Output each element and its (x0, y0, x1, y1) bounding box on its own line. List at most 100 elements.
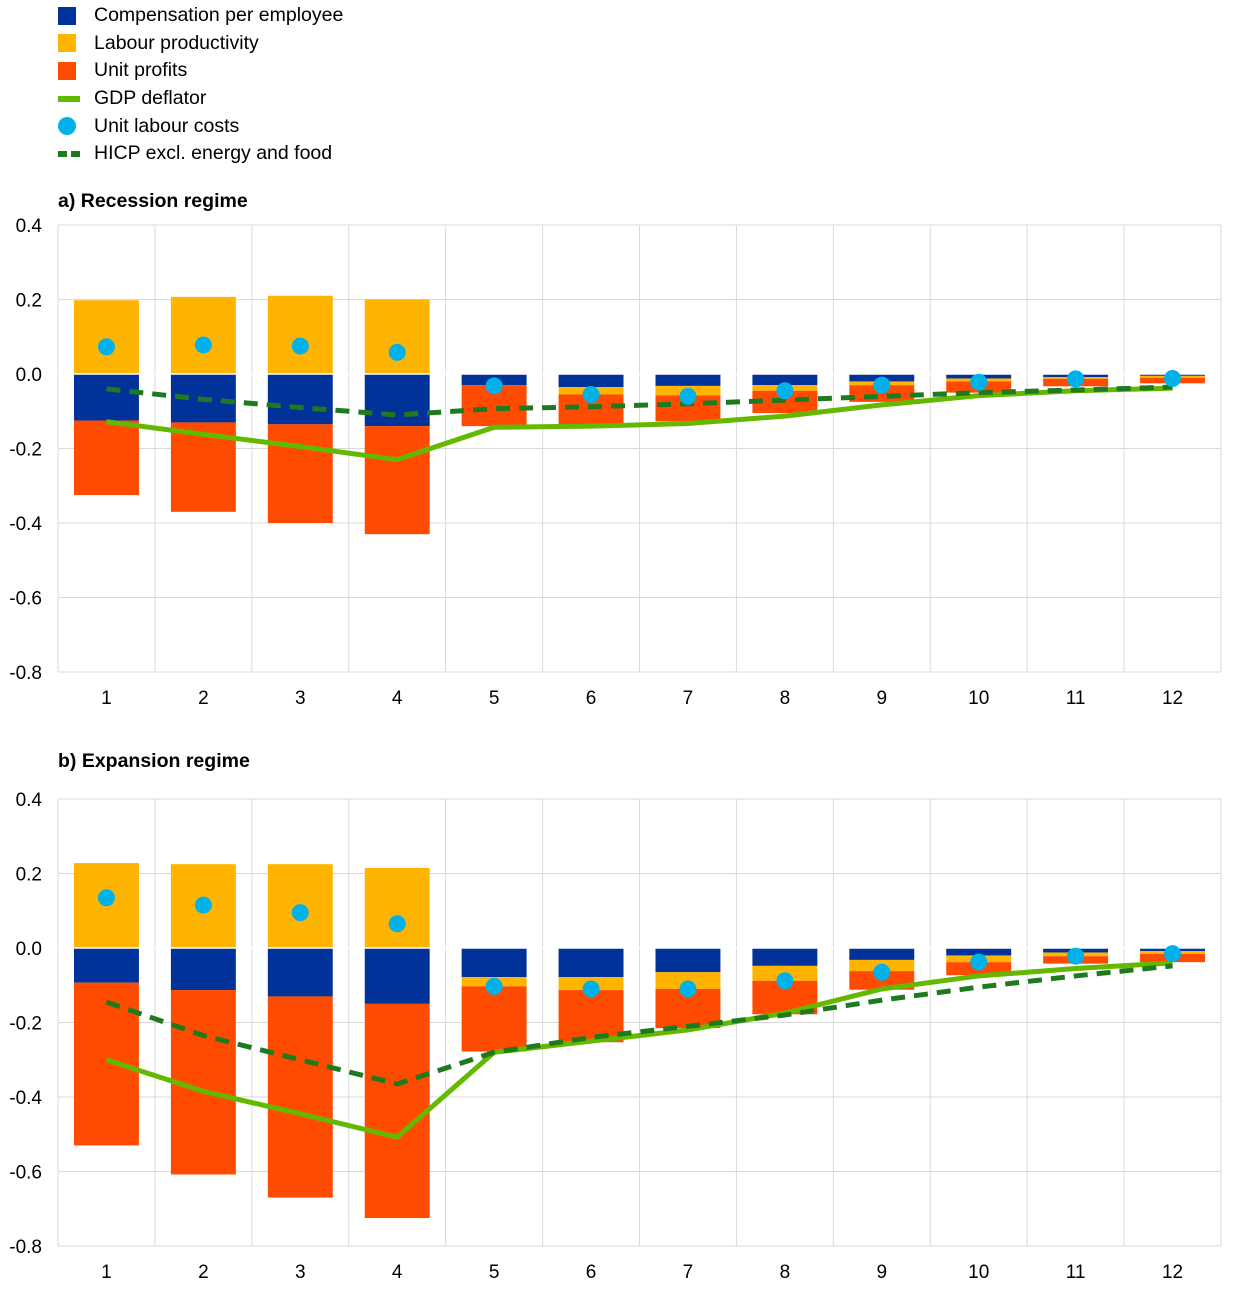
bar-productivity (364, 867, 430, 948)
gdp-deflator-line (105, 960, 1173, 1140)
x-tick-label: 10 (968, 1262, 989, 1283)
bar-compensation (73, 374, 139, 421)
ulc-dot (679, 980, 697, 998)
legend-label: HICP excl. energy and food (94, 142, 333, 165)
legend-item-productivity: Labour productivity (58, 30, 343, 58)
panel-b-title: b) Expansion regime (58, 750, 250, 772)
y-tick-label: 0.4 (16, 790, 43, 811)
ulc-dot (582, 385, 600, 403)
ulc-dot (873, 963, 891, 981)
legend-item-hicp: HICP excl. energy and food (58, 140, 343, 168)
hicp-line (105, 963, 1173, 1087)
y-tick-label: -0.4 (9, 514, 42, 535)
y-tick-label: -0.6 (9, 589, 42, 610)
ulc-dot (776, 972, 794, 990)
ulc-dot (194, 896, 212, 914)
bar-compensation (558, 948, 624, 978)
legend-label: GDP deflator (94, 87, 207, 110)
legend-swatch-profits (58, 61, 76, 80)
y-tick-label: -0.8 (9, 663, 42, 684)
x-tick-label: 12 (1162, 688, 1183, 709)
ulc-dot (1067, 947, 1085, 965)
bar-compensation (461, 948, 527, 978)
ulc-dot (291, 337, 309, 355)
ulc-dot (194, 336, 212, 354)
hicp-line (106, 384, 1173, 418)
bar-compensation (267, 374, 333, 425)
y-tick-label: -0.4 (9, 1088, 42, 1109)
legend-label: Labour productivity (94, 31, 259, 54)
bar-profits (267, 424, 333, 523)
x-tick-label: 1 (101, 688, 112, 709)
x-tick-label: 7 (683, 688, 694, 709)
bar-compensation (655, 374, 721, 386)
bar-profits (267, 996, 333, 1198)
ulc-dot (485, 977, 503, 995)
ulc-dot (1164, 369, 1182, 387)
legend-swatch-productivity (58, 34, 76, 53)
bar-compensation (364, 374, 430, 427)
x-tick-label: 1 (101, 1262, 112, 1283)
legend-item-profits: Unit profits (58, 57, 343, 85)
x-tick-label: 12 (1162, 1262, 1183, 1283)
y-tick-label: -0.2 (9, 440, 42, 461)
legend-label: Unit labour costs (94, 114, 240, 137)
bar-compensation (849, 948, 915, 960)
x-tick-label: 8 (780, 1262, 791, 1283)
y-tick-label: 0.4 (16, 216, 43, 237)
panel-a-plot: 0.40.20.0-0.2-0.4-0.6-0.81 2 3 4 5 6 7 8 9 10 11 12 (9, 216, 1222, 709)
legend-item-compensation: Compensation per employee (58, 2, 343, 30)
legend-item-gdp-deflator: GDP deflator (58, 85, 343, 113)
ulc-dot (388, 343, 406, 361)
bar-compensation (558, 374, 624, 388)
bar-profits (364, 1003, 430, 1219)
y-tick-label: 0.2 (16, 865, 42, 886)
x-tick-label: 11 (1066, 688, 1086, 709)
ulc-dot (485, 377, 503, 395)
bar-compensation (752, 374, 818, 386)
x-tick-label: 6 (586, 688, 597, 709)
x-tick-label: 2 (198, 688, 209, 709)
y-tick-label: -0.8 (9, 1237, 42, 1258)
x-tick-label: 3 (295, 1262, 306, 1283)
y-tick-label: 0.2 (16, 291, 42, 312)
x-tick-label: 6 (586, 1262, 597, 1283)
ulc-dot (1164, 945, 1182, 963)
bar-compensation (946, 948, 1012, 956)
bar-productivity (170, 296, 236, 374)
y-tick-label: 0.0 (16, 939, 42, 960)
legend-label: Compensation per employee (94, 4, 344, 27)
panel-b-plot: 0.40.20.0-0.2-0.4-0.6-0.81 2 3 4 5 6 7 8 9 10 11 12 (9, 790, 1222, 1283)
x-tick-label: 4 (392, 1262, 403, 1283)
bar-productivity (73, 300, 139, 374)
ulc-dot (582, 980, 600, 998)
x-tick-label: 5 (489, 688, 500, 709)
y-tick-label: -0.6 (9, 1163, 42, 1184)
ulc-dot (679, 387, 697, 405)
ulc-dot (97, 889, 115, 907)
ulc-dot (776, 382, 794, 400)
ulc-dot (291, 904, 309, 922)
ulc-dot (97, 338, 115, 356)
legend-swatch-compensation (58, 6, 76, 25)
legend: Compensation per employee Labour product… (58, 2, 343, 168)
bar-productivity (364, 299, 430, 374)
x-tick-label: 8 (780, 688, 791, 709)
legend-label: Unit profits (94, 59, 188, 82)
bar-compensation (267, 948, 333, 997)
legend-item-ulc: Unit labour costs (58, 112, 343, 140)
bar-compensation (364, 948, 430, 1004)
bar-compensation (655, 948, 721, 973)
ulc-dot (1067, 370, 1085, 388)
x-tick-label: 4 (392, 688, 403, 709)
bar-productivity (267, 295, 333, 374)
ulc-dot (873, 376, 891, 394)
ulc-dot (970, 373, 988, 391)
legend-dot-ulc (58, 117, 76, 136)
bar-profits (73, 420, 139, 496)
gdp-deflator-line (106, 385, 1173, 463)
x-tick-label: 11 (1066, 1262, 1086, 1283)
legend-dash-hicp (58, 150, 80, 157)
bar-profits (73, 982, 139, 1146)
x-tick-label: 2 (198, 1262, 209, 1283)
